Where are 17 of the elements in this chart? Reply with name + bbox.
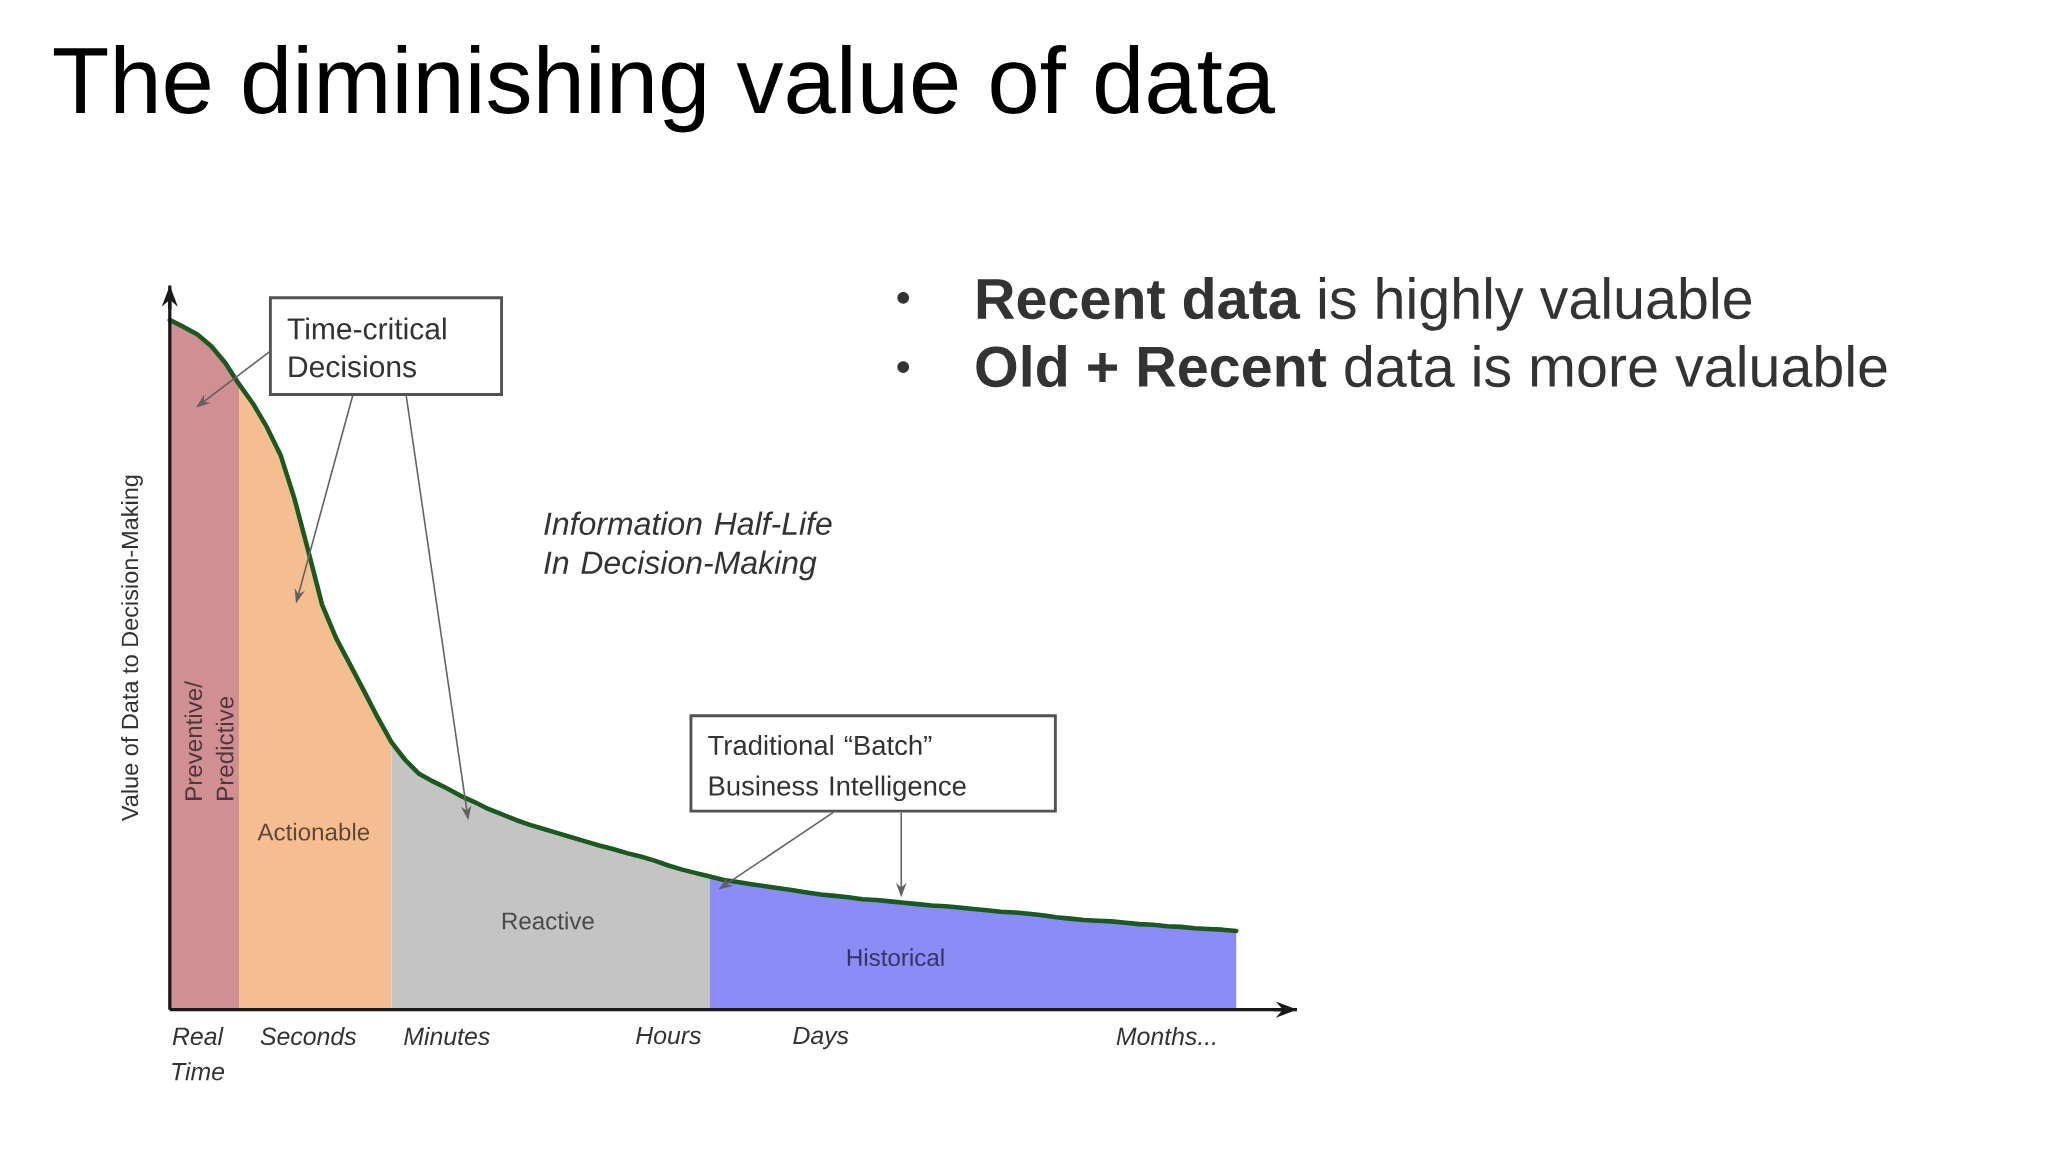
x-tick-label: Days xyxy=(793,1026,849,1050)
series-label: Historical xyxy=(847,948,944,967)
x-tick-label: Months... xyxy=(1116,1026,1216,1046)
annotation: Information Half-Life In Decision-Making xyxy=(544,511,832,581)
annotation: Recent data is highly valuable xyxy=(977,277,1752,331)
annotation: Old + Recent data is more valuable xyxy=(976,345,1887,388)
series-label: Preventive/ Predictive xyxy=(184,681,234,800)
annotation: Traditional “Batch” Business Intelligence xyxy=(708,734,966,802)
x-tick-label: Seconds xyxy=(260,1026,357,1046)
annotation: Time-critical Decisions xyxy=(287,317,446,378)
x-tick-label: Real Time xyxy=(172,1026,225,1081)
series-label: Actionable xyxy=(257,822,370,841)
series-label: Reactive xyxy=(502,911,594,930)
x-tick-label: Hours xyxy=(636,1026,701,1045)
y-axis-title: Value of Data to Decision-Making xyxy=(121,475,143,822)
chart-title: The diminishing value of data xyxy=(53,44,1276,133)
x-tick-label: Minutes xyxy=(404,1026,490,1046)
